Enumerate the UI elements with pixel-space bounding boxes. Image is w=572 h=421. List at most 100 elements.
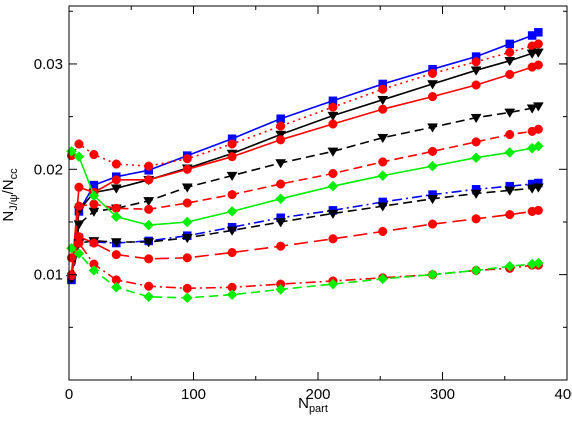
series-marker	[110, 211, 122, 223]
series-marker	[471, 57, 481, 67]
series-marker	[505, 129, 515, 140]
series-marker	[378, 226, 388, 237]
series-marker	[74, 238, 84, 248]
series-marker	[377, 96, 389, 106]
series-marker	[88, 190, 100, 201]
series-marker	[427, 269, 438, 281]
series-marker	[377, 273, 389, 285]
series-marker	[504, 260, 516, 272]
plot-area	[66, 28, 544, 304]
series-marker	[226, 171, 238, 182]
series-line	[70, 209, 539, 276]
series-marker	[74, 201, 84, 211]
series-marker	[181, 216, 193, 228]
series-marker	[470, 265, 482, 276]
series-8	[67, 178, 543, 285]
series-marker	[526, 104, 538, 114]
series-marker	[144, 175, 154, 185]
series-marker	[111, 159, 121, 169]
series-marker	[227, 152, 237, 162]
series-marker	[504, 147, 516, 158]
series-marker	[328, 234, 338, 244]
series-marker	[470, 113, 482, 124]
series-marker	[111, 175, 121, 185]
series-marker	[227, 190, 237, 200]
series-marker	[111, 203, 121, 213]
series-1	[67, 28, 543, 283]
series-marker	[327, 111, 339, 122]
series-line	[70, 182, 539, 281]
series-marker	[143, 238, 155, 248]
series-marker	[276, 114, 285, 123]
series-marker	[505, 47, 515, 57]
series-marker	[471, 80, 481, 90]
series-marker	[526, 49, 538, 59]
series-marker	[327, 180, 339, 192]
series-marker	[144, 281, 154, 291]
series-line	[70, 128, 539, 277]
series-marker	[227, 247, 237, 258]
series-11	[66, 238, 543, 293]
series-marker	[275, 159, 287, 169]
series-marker	[143, 219, 155, 231]
series-marker	[182, 164, 192, 174]
series-marker	[74, 182, 84, 192]
series-marker	[378, 84, 388, 94]
series-marker	[276, 179, 286, 189]
series-marker	[505, 210, 515, 220]
series-line	[70, 242, 539, 290]
series-marker	[505, 39, 514, 49]
series-marker	[181, 234, 193, 244]
series-10	[66, 205, 543, 281]
series-marker	[532, 183, 544, 193]
series-marker	[327, 147, 339, 157]
series-marker	[427, 219, 438, 229]
plot-frame	[68, 5, 568, 381]
series-marker	[110, 238, 122, 248]
series-marker	[275, 284, 287, 295]
series-marker	[144, 204, 154, 214]
series-marker	[377, 133, 389, 144]
series-marker	[276, 121, 286, 131]
series-6	[66, 124, 543, 282]
series-marker	[427, 80, 438, 90]
series-5	[66, 102, 544, 285]
series-marker	[427, 146, 438, 156]
series-marker	[470, 66, 482, 76]
series-marker	[73, 151, 85, 163]
series-marker	[88, 207, 100, 217]
x-tick-label: 100	[181, 386, 206, 403]
x-tick-label: 300	[430, 386, 455, 403]
series-marker	[89, 238, 99, 248]
series-marker	[327, 278, 339, 290]
series-marker	[328, 102, 338, 112]
series-marker	[74, 139, 84, 149]
series-marker	[181, 292, 193, 304]
series-marker	[110, 281, 122, 293]
series-marker	[533, 60, 543, 70]
x-tick-label: 200	[305, 386, 330, 403]
series-marker	[88, 265, 100, 276]
series-marker	[226, 226, 238, 236]
series-marker	[534, 28, 543, 37]
series-marker	[276, 135, 286, 145]
series-marker	[533, 124, 543, 134]
series-marker	[143, 291, 155, 303]
series-marker	[181, 183, 193, 193]
series-12	[66, 242, 544, 304]
series-marker	[111, 250, 121, 260]
x-axis-label: Npart	[298, 395, 328, 415]
series-marker	[182, 283, 192, 293]
series-marker	[144, 254, 154, 264]
series-marker	[533, 205, 543, 215]
series-marker	[143, 197, 155, 207]
series-marker	[226, 289, 238, 301]
series-marker	[505, 69, 515, 80]
series-marker	[275, 193, 287, 205]
axes: 0 100 200 300 400 0.01 0.02 0.03	[34, 5, 572, 403]
series-marker	[471, 214, 481, 224]
series-marker	[73, 248, 85, 259]
series-marker	[427, 68, 438, 78]
series-marker	[328, 168, 338, 179]
series-marker	[182, 253, 192, 263]
